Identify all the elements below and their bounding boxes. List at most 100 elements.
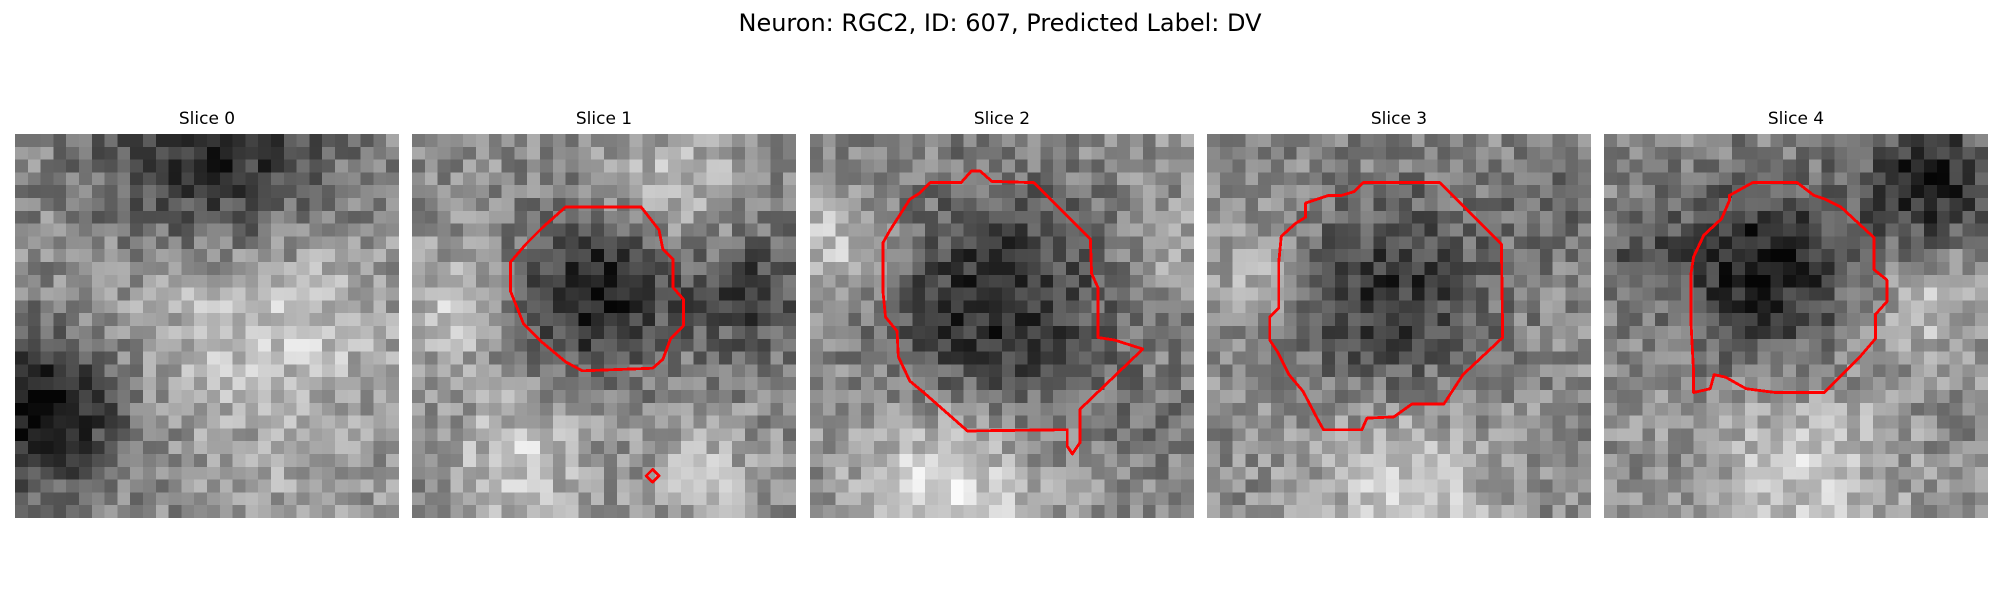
pixel [925,300,939,314]
pixel [1296,262,1310,276]
pixel [1680,338,1694,352]
pixel [335,492,349,506]
pixel [1014,492,1028,506]
pixel [552,492,566,506]
pixel [1552,210,1566,224]
pixel [360,198,374,212]
pixel [1066,377,1080,391]
pixel [194,390,208,404]
pixel [1757,326,1771,340]
pixel [514,466,528,480]
pixel [1949,364,1963,378]
pixel [27,351,41,365]
pixel [706,479,720,493]
pixel [66,364,80,378]
pixel [1232,492,1246,506]
pixel [1821,415,1835,429]
pixel [706,492,720,506]
pixel [1578,198,1591,212]
pixel [848,210,862,224]
pixel [1219,172,1233,186]
pixel [668,326,682,340]
pixel [1872,466,1886,480]
pixel [232,466,246,480]
pixel [1488,300,1502,314]
pixel [1808,351,1822,365]
pixel [693,351,707,365]
pixel [1936,466,1950,480]
pixel [1936,146,1950,160]
pixel [1770,428,1784,442]
pixel [604,415,618,429]
pixel [1027,146,1041,160]
pixel [1693,274,1707,288]
pixel [757,466,771,480]
pixel [950,300,964,314]
pixel [565,492,579,506]
pixel [1821,364,1835,378]
pixel [1911,249,1925,263]
pixel [744,223,758,237]
pixel [861,364,875,378]
pixel [1475,236,1489,250]
pixel [938,274,952,288]
pixel [1655,172,1669,186]
pixel [1629,223,1643,237]
pixel [1335,390,1349,404]
pixel [1155,249,1169,263]
pixel [1668,390,1682,404]
pixel [386,159,399,173]
pixel [1808,326,1822,340]
pixel [1757,466,1771,480]
pixel [1911,210,1925,224]
pixel [1258,134,1272,148]
slice-panel-1: Slice 1 [412,108,796,526]
pixel [1770,236,1784,250]
pixel [719,210,733,224]
pixel [91,198,105,212]
pixel [91,223,105,237]
pixel [1501,377,1515,391]
pixel [783,210,796,224]
pixel [347,466,361,480]
pixel [1488,159,1502,173]
pixel [1668,377,1682,391]
pixel [1847,198,1861,212]
pixel [861,262,875,276]
pixel [1219,300,1233,314]
pixel [1219,185,1233,199]
pixel [1847,466,1861,480]
pixel [591,313,605,327]
pixel [591,377,605,391]
pixel [1808,210,1822,224]
pixel [552,313,566,327]
pixel [15,185,29,199]
pixel [245,505,259,518]
pixel [117,492,131,506]
pixel [27,134,41,148]
pixel [899,377,913,391]
pixel [822,262,836,276]
pixel [1322,134,1336,148]
pixel [1719,415,1733,429]
pixel [783,377,796,391]
pixel [412,377,426,391]
pixel [1040,326,1054,340]
pixel [1732,262,1746,276]
pixel [693,326,707,340]
pixel [1821,326,1835,340]
pixel [1975,454,1988,468]
pixel [450,326,464,340]
pixel [1911,466,1925,480]
pixel [104,479,118,493]
pixel [79,198,93,212]
pixel [552,479,566,493]
pixel [1501,185,1515,199]
pixel [1411,428,1425,442]
pixel [1053,351,1067,365]
pixel [1219,198,1233,212]
pixel [835,274,849,288]
pixel [527,210,541,224]
pixel [1629,172,1643,186]
pixel [1335,236,1349,250]
